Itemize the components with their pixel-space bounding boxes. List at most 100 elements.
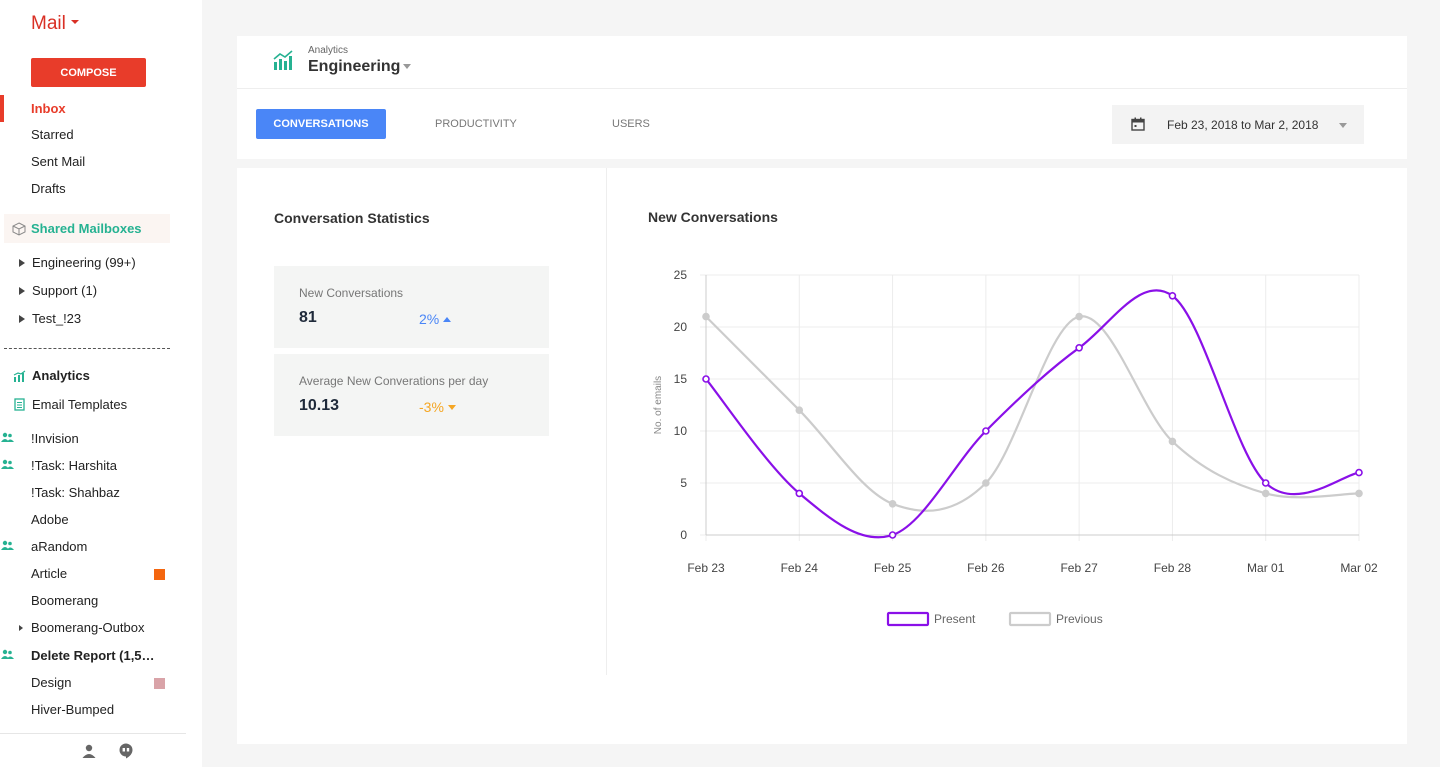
expand-arrow-icon: [19, 314, 25, 323]
x-tick-label: Feb 27: [1060, 561, 1098, 575]
y-tick-label: 25: [674, 268, 688, 282]
sidebar: Mail COMPOSE Inbox Starred Sent Mail Dra…: [0, 0, 202, 767]
divider: [4, 348, 170, 349]
data-point-present: [1261, 479, 1270, 487]
data-point-previous: [888, 499, 897, 508]
data-point-present: [1168, 292, 1177, 300]
stat-value: 10.13: [299, 397, 340, 414]
x-tick-label: Mar 01: [1247, 561, 1285, 575]
arrow-down-icon: [447, 404, 456, 410]
nav-starred[interactable]: Starred: [31, 127, 74, 142]
data-point-present: [888, 531, 897, 539]
analytics-label: Analytics: [32, 368, 90, 383]
tab-users[interactable]: USERS: [612, 118, 650, 130]
label-name: !Invision: [31, 431, 79, 446]
shared-mailbox-engineering[interactable]: Engineering (99+): [19, 255, 136, 270]
label-name: Design: [31, 675, 72, 690]
label-item[interactable]: Delete Report (1,5…: [0, 646, 186, 666]
arrow-up-icon: [443, 316, 452, 322]
label-item[interactable]: !Invision: [0, 429, 186, 449]
data-point-previous: [795, 406, 804, 414]
analytics-content: Conversation Statistics New Conversation…: [237, 168, 1407, 744]
legend-label-previous: Previous: [1056, 612, 1103, 626]
label-name: Hiver-Bumped: [31, 702, 115, 717]
data-point-present: [702, 375, 710, 383]
app-title: Mail: [31, 13, 66, 34]
label-item[interactable]: Boomerang-Outbox: [0, 618, 186, 638]
expand-arrow-icon: [19, 258, 25, 267]
tab-productivity[interactable]: PRODUCTIVITY: [435, 118, 517, 130]
data-point-previous: [1261, 489, 1270, 498]
shared-mailboxes-label: Shared Mailboxes: [31, 221, 142, 236]
y-axis-label: No. of emails: [653, 376, 664, 434]
data-point-present: [795, 489, 804, 498]
mail-app-menu[interactable]: Mail: [31, 13, 79, 35]
x-tick-label: Feb 28: [1154, 561, 1192, 575]
y-tick-label: 10: [674, 424, 688, 438]
label-item[interactable]: Hiver-Bumped: [0, 700, 186, 720]
mailbox-selector[interactable]: Engineering: [308, 58, 412, 76]
person-icon[interactable]: [82, 744, 96, 758]
data-point-previous: [1355, 489, 1363, 498]
label-item[interactable]: !Task: Shahbaz: [0, 483, 186, 503]
nav-drafts[interactable]: Drafts: [31, 181, 66, 196]
series-line-previous: [705, 315, 1360, 512]
calendar-icon: [1131, 117, 1145, 131]
sidebar-footer: [0, 733, 186, 767]
mailbox-label: Test_!23: [32, 311, 82, 326]
date-range-picker[interactable]: Feb 23, 2018 to Mar 2, 2018: [1112, 105, 1364, 144]
label-name: Article: [31, 566, 68, 581]
stats-title: Conversation Statistics: [274, 210, 430, 226]
data-point-present: [1075, 344, 1083, 352]
group-icon: [1, 432, 14, 442]
compose-button[interactable]: COMPOSE: [31, 58, 146, 87]
group-icon: [1, 540, 14, 550]
page-title: Engineering: [308, 58, 401, 75]
shared-mailbox-test[interactable]: Test_!23: [19, 311, 81, 326]
x-tick-label: Feb 25: [874, 561, 912, 575]
chart-title: New Conversations: [648, 209, 778, 225]
label-item[interactable]: aRandom: [0, 537, 186, 557]
shared-mailboxes-header[interactable]: Shared Mailboxes: [4, 214, 170, 243]
hangouts-icon[interactable]: [119, 743, 133, 759]
label-item[interactable]: Adobe: [0, 510, 186, 530]
nav-analytics[interactable]: Analytics: [13, 368, 90, 383]
y-tick-label: 5: [680, 476, 687, 490]
nav-sent-mail[interactable]: Sent Mail: [31, 154, 86, 169]
tab-conversations[interactable]: CONVERSATIONS: [256, 109, 386, 139]
label-name: Delete Report (1,5…: [31, 648, 155, 663]
data-point-previous: [1168, 437, 1177, 446]
data-point-previous: [702, 312, 710, 321]
label-item[interactable]: Article: [0, 564, 186, 584]
label-item[interactable]: !Task: Harshita: [0, 456, 186, 476]
mailbox-label: Support (1): [32, 283, 98, 298]
analytics-icon: [273, 50, 293, 70]
date-range-value: Feb 23, 2018 to Mar 2, 2018: [1167, 118, 1319, 132]
stat-change-value: -3%: [419, 399, 444, 415]
y-tick-label: 0: [680, 528, 687, 542]
legend-swatch-previous: [1008, 611, 1052, 627]
stat-value: 81: [299, 309, 317, 326]
series-line-present: [705, 289, 1360, 539]
label-color-swatch: [154, 569, 165, 580]
nav-email-templates[interactable]: Email Templates: [13, 397, 127, 412]
x-tick-label: Feb 23: [687, 561, 725, 575]
label-name: Adobe: [31, 512, 69, 527]
legend-swatch-present: [886, 611, 930, 627]
stat-label: Average New Converations per day: [299, 374, 489, 388]
label-item[interactable]: Boomerang: [0, 591, 186, 611]
nav-inbox[interactable]: Inbox: [31, 101, 66, 116]
shared-mailbox-support[interactable]: Support (1): [19, 283, 97, 298]
group-icon: [1, 459, 14, 469]
label-name: !Task: Shahbaz: [31, 485, 120, 500]
new-conversations-chart: 0 5 10 15 20 25 Feb 23 Feb 24 Feb 25 Feb 26 Feb 27…: [653, 268, 1378, 627]
box-icon: [12, 221, 26, 236]
stat-change-value: 2%: [419, 311, 440, 327]
chevron-down-icon: [1339, 123, 1347, 128]
chevron-down-icon: [403, 64, 412, 70]
label-name: !Task: Harshita: [31, 458, 117, 473]
expand-arrow-icon[interactable]: [19, 625, 23, 631]
label-item[interactable]: Design: [0, 673, 186, 693]
mailbox-label: Engineering (99+): [32, 255, 136, 270]
breadcrumb: Analytics: [308, 45, 349, 56]
